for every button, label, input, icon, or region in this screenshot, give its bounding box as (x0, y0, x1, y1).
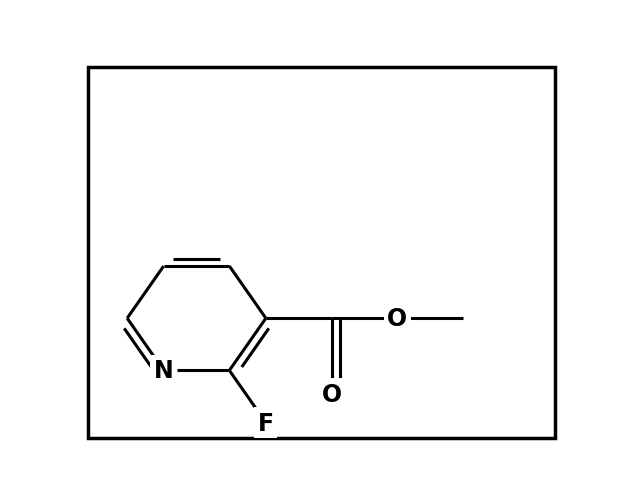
Text: F: F (258, 411, 274, 435)
Text: N: N (154, 359, 173, 383)
Text: O: O (387, 307, 408, 331)
Text: O: O (322, 382, 342, 406)
